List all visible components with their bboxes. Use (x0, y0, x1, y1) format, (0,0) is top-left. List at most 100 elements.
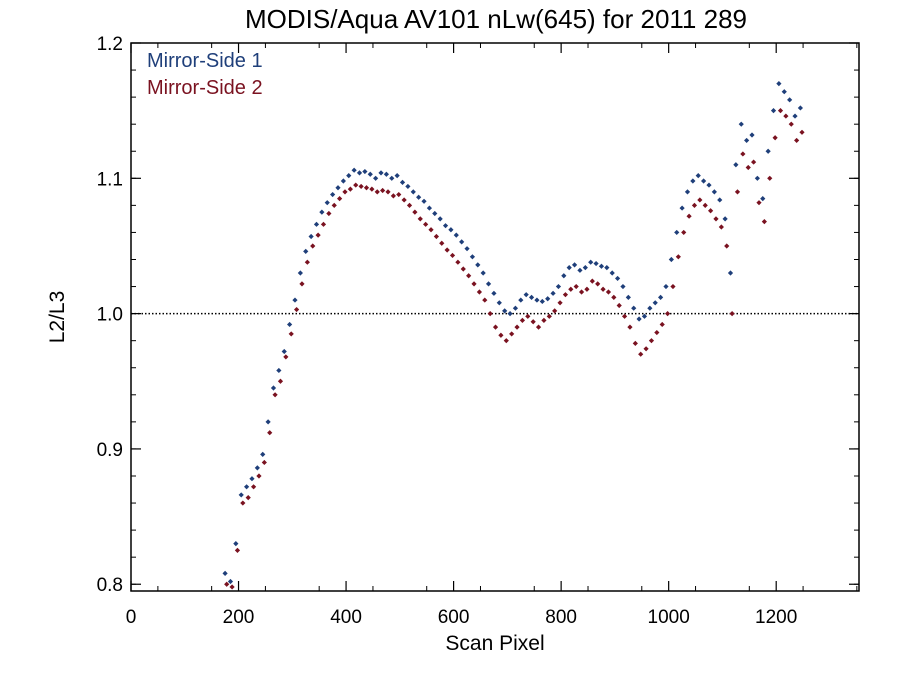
data-point (310, 243, 316, 249)
data-point (604, 265, 610, 271)
data-point (432, 210, 438, 217)
data-point (727, 270, 734, 276)
data-point (292, 297, 298, 303)
data-point (733, 162, 739, 168)
y-tick-label: 0.8 (97, 575, 123, 596)
data-point (444, 247, 450, 253)
data-point (722, 216, 728, 222)
data-point (690, 178, 696, 184)
data-point (772, 135, 778, 141)
data-point (351, 167, 357, 173)
data-point (734, 189, 741, 195)
data-point (335, 185, 341, 191)
data-point (276, 367, 282, 374)
data-point (605, 289, 612, 295)
data-point (550, 290, 556, 296)
plot-frame (130, 42, 860, 592)
data-point (347, 186, 353, 192)
data-point (711, 189, 717, 195)
data-point (545, 296, 551, 302)
data-point (760, 196, 766, 202)
data-point (482, 297, 488, 303)
data-point (229, 584, 235, 590)
data-point (243, 484, 250, 490)
data-point (568, 286, 574, 292)
data-point (552, 308, 558, 314)
data-point (406, 202, 413, 208)
data-point (281, 348, 287, 355)
data-point (765, 148, 771, 154)
data-point (423, 221, 429, 227)
data-point (303, 248, 309, 254)
data-point (448, 227, 454, 233)
plot-area: 0 200 400 600 800 1000 1200 0.8 0.9 1.0 1.1 1.2 (97, 34, 860, 628)
data-point (426, 205, 433, 211)
data-point (643, 346, 649, 352)
data-point (638, 351, 644, 357)
data-point (313, 221, 320, 227)
data-point (573, 283, 579, 290)
data-point (250, 484, 257, 490)
data-point (224, 581, 230, 587)
data-point (227, 578, 234, 585)
legend-entry-mirror-side-1: Mirror-Side 1 (147, 50, 263, 72)
data-point (756, 200, 762, 206)
series-2 (224, 108, 805, 590)
data-point (428, 227, 434, 233)
data-point (670, 283, 676, 290)
data-point (555, 283, 562, 290)
data-point (767, 175, 773, 181)
data-point (346, 173, 352, 179)
data-point (761, 219, 767, 225)
data-point (304, 259, 310, 265)
data-point (480, 270, 486, 276)
data-point (442, 223, 449, 229)
data-point (272, 392, 278, 398)
data-point (340, 178, 346, 184)
data-point (718, 224, 724, 230)
data-point (636, 316, 642, 322)
data-point (233, 541, 239, 547)
data-point (277, 378, 284, 384)
data-point (701, 178, 707, 184)
data-point (627, 324, 633, 330)
data-point (777, 108, 784, 114)
data-point (319, 209, 325, 215)
data-point (621, 313, 628, 319)
data-point (471, 281, 477, 287)
data-point (659, 321, 665, 328)
y-tick-label: 1.0 (97, 305, 123, 326)
data-point (287, 321, 293, 328)
y-tick-label: 1.2 (97, 34, 123, 55)
data-point (598, 263, 605, 269)
data-point (697, 197, 703, 203)
data-point (794, 137, 800, 144)
data-point (620, 283, 626, 290)
data-point (256, 473, 262, 479)
data-point (577, 267, 583, 273)
data-point (433, 233, 439, 240)
y-tick-label: 1.1 (97, 169, 123, 190)
data-point (708, 208, 714, 214)
data-point (260, 451, 266, 457)
data-point (684, 189, 691, 195)
data-point (654, 329, 660, 336)
data-point (342, 189, 348, 195)
data-point (401, 197, 407, 203)
data-point (367, 171, 373, 177)
data-point (600, 286, 606, 292)
data-point (691, 202, 698, 208)
data-point (267, 430, 273, 436)
data-point (562, 292, 569, 298)
legend: Mirror-Side 1 Mirror-Side 2 (147, 50, 263, 99)
data-point (373, 175, 379, 181)
data-point (460, 266, 466, 272)
data-point (353, 182, 359, 188)
data-point (783, 113, 789, 119)
data-point (288, 331, 294, 337)
data-point (283, 354, 289, 360)
data-point (369, 186, 375, 192)
data-point (702, 202, 708, 208)
data-point (744, 137, 750, 144)
